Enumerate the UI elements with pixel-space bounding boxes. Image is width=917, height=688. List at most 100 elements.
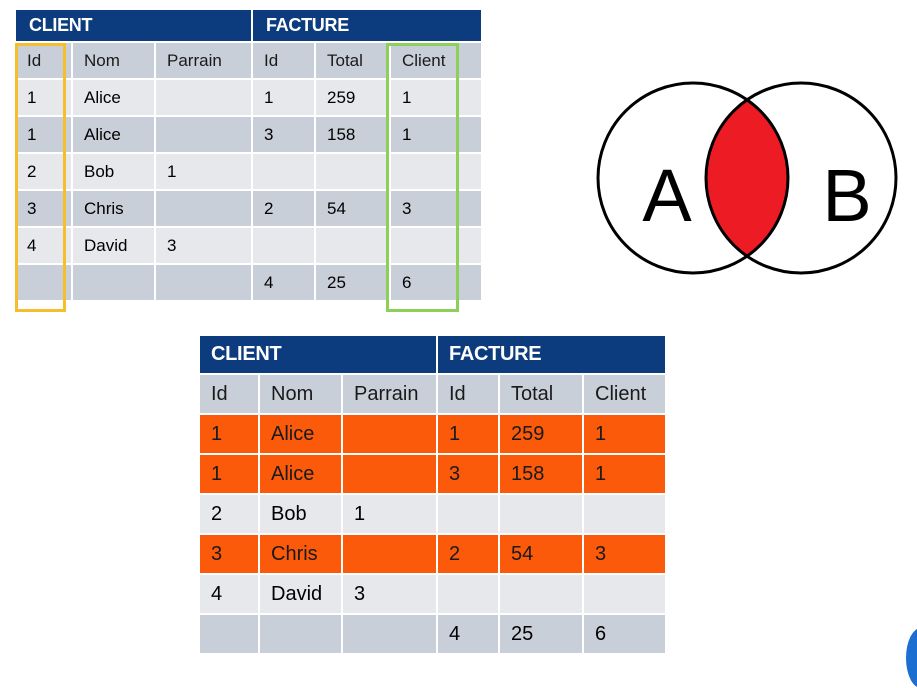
cell-facture-id: [438, 575, 500, 615]
venn-circle-b: [704, 81, 898, 275]
cell-client: 3: [391, 191, 483, 228]
facture-group-header: FACTURE: [253, 10, 483, 43]
cell-parrain: 3: [156, 228, 253, 265]
cell-nom: David: [260, 575, 343, 615]
cell-parrain: [343, 535, 438, 575]
cell-nom: Chris: [73, 191, 156, 228]
venn-circle-a: [596, 81, 790, 275]
cell-facture-id: 3: [438, 455, 500, 495]
cell-total: 25: [316, 265, 391, 302]
client-group-header: CLIENT: [200, 336, 438, 375]
cell-parrain: [156, 191, 253, 228]
client-group-header: CLIENT: [16, 10, 253, 43]
cell-client: 6: [584, 615, 667, 655]
venn-label-b: B: [822, 154, 871, 237]
col-header-total: Total: [316, 43, 391, 80]
cell-facture-id: 3: [253, 117, 316, 154]
cell-parrain: [156, 117, 253, 154]
cell-client: [391, 228, 483, 265]
table-row: 3 Chris 2 54 3: [16, 191, 483, 228]
table-row: 4 David 3: [16, 228, 483, 265]
cell-total: 54: [500, 535, 584, 575]
cell-total: [316, 154, 391, 191]
cell-client: 3: [584, 535, 667, 575]
cell-parrain: 3: [343, 575, 438, 615]
cell-nom: [73, 265, 156, 302]
cell-parrain: [343, 455, 438, 495]
cell-facture-id: 2: [253, 191, 316, 228]
col-header-facture-id: Id: [438, 375, 500, 415]
cell-total: [500, 495, 584, 535]
cell-nom: Chris: [260, 535, 343, 575]
table-row: 2 Bob 1: [200, 495, 667, 535]
cell-facture-id: 4: [253, 265, 316, 302]
col-header-id: Id: [200, 375, 260, 415]
table-row-highlighted: 1 Alice 3 158 1: [200, 455, 667, 495]
col-header-parrain: Parrain: [156, 43, 253, 80]
col-header-id: Id: [16, 43, 73, 80]
cell-nom: Alice: [73, 117, 156, 154]
facture-group-header: FACTURE: [438, 336, 667, 375]
venn-diagram: A B: [596, 81, 898, 275]
cell-id: 2: [16, 154, 73, 191]
col-header-total: Total: [500, 375, 584, 415]
cell-nom: Alice: [260, 415, 343, 455]
cell-facture-id: 2: [438, 535, 500, 575]
col-header-client: Client: [584, 375, 667, 415]
cell-facture-id: 1: [253, 80, 316, 117]
cell-parrain: 1: [343, 495, 438, 535]
cell-total: [316, 228, 391, 265]
cell-client: 1: [391, 117, 483, 154]
venn-label-a: A: [642, 154, 692, 237]
table-row-highlighted: 3 Chris 2 54 3: [200, 535, 667, 575]
cell-client: 1: [584, 455, 667, 495]
cell-client: 1: [584, 415, 667, 455]
table-row: 4 25 6: [16, 265, 483, 302]
cell-id: 1: [16, 80, 73, 117]
cell-total: [500, 575, 584, 615]
table-row-highlighted: 1 Alice 1 259 1: [200, 415, 667, 455]
cell-total: 54: [316, 191, 391, 228]
cell-parrain: [156, 265, 253, 302]
cell-facture-id: 4: [438, 615, 500, 655]
cell-nom: Bob: [260, 495, 343, 535]
cell-parrain: [343, 615, 438, 655]
table-row: 4 25 6: [200, 615, 667, 655]
cell-nom: Alice: [73, 80, 156, 117]
table-row: 4 David 3: [200, 575, 667, 615]
cell-id: 2: [200, 495, 260, 535]
table-row: 1 Alice 1 259 1: [16, 80, 483, 117]
cell-client: [584, 575, 667, 615]
column-header-row: Id Nom Parrain Id Total Client: [200, 375, 667, 415]
cell-nom: Bob: [73, 154, 156, 191]
cell-id: 1: [16, 117, 73, 154]
cell-client: 1: [391, 80, 483, 117]
cell-parrain: [343, 415, 438, 455]
facture-client-highlight: [386, 43, 459, 312]
cell-client: [584, 495, 667, 535]
cell-total: 259: [316, 80, 391, 117]
col-header-facture-id: Id: [253, 43, 316, 80]
table-row: 1 Alice 3 158 1: [16, 117, 483, 154]
cell-id: 3: [200, 535, 260, 575]
cell-facture-id: [438, 495, 500, 535]
corner-blue-shape: [906, 628, 917, 688]
cell-id: 4: [16, 228, 73, 265]
table-row: 2 Bob 1: [16, 154, 483, 191]
cell-parrain: 1: [156, 154, 253, 191]
cell-id: 1: [200, 415, 260, 455]
cell-total: 259: [500, 415, 584, 455]
cell-total: 158: [316, 117, 391, 154]
cell-facture-id: [253, 154, 316, 191]
col-header-parrain: Parrain: [343, 375, 438, 415]
client-facture-table: CLIENT FACTURE Id Nom Parrain Id Total C…: [16, 10, 483, 302]
cell-nom: Alice: [260, 455, 343, 495]
client-id-highlight: [15, 43, 66, 312]
cell-total: 25: [500, 615, 584, 655]
cell-facture-id: 1: [438, 415, 500, 455]
col-header-nom: Nom: [260, 375, 343, 415]
cell-client: [391, 154, 483, 191]
cell-parrain: [156, 80, 253, 117]
cell-nom: David: [73, 228, 156, 265]
venn-intersection: [706, 83, 788, 273]
